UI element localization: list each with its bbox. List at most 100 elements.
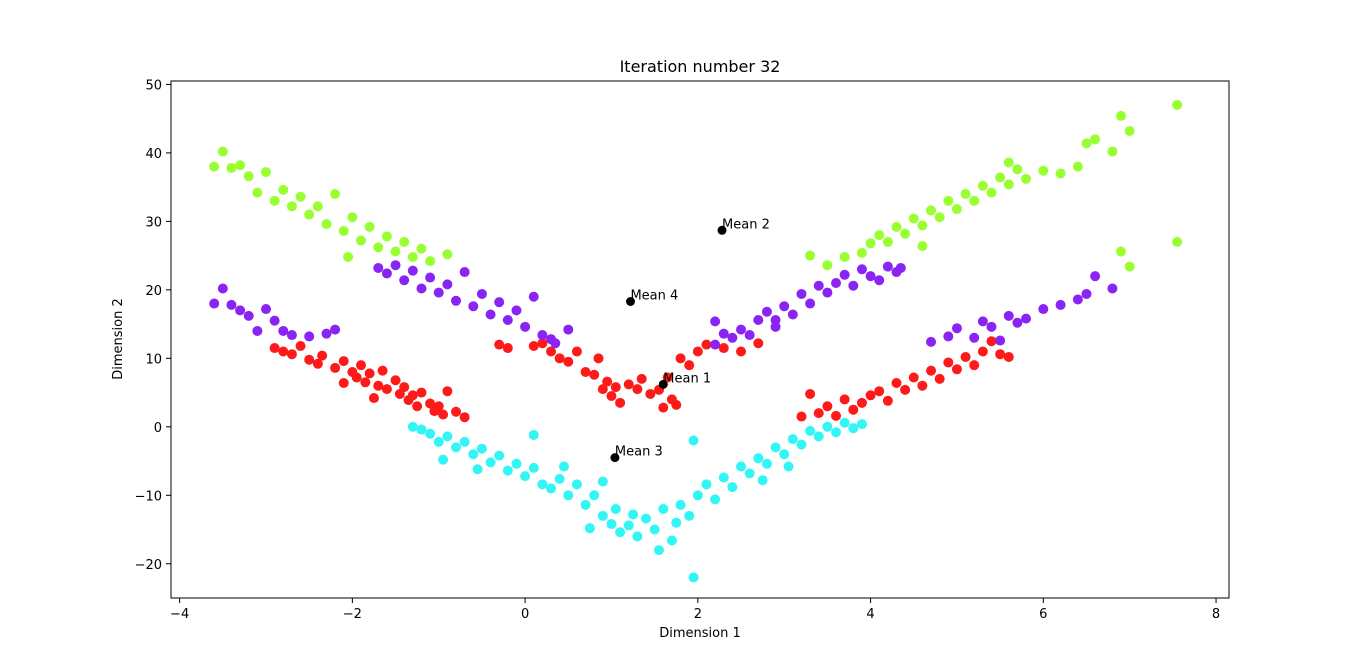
scatter-point (831, 427, 842, 438)
scatter-point (995, 335, 1006, 346)
scatter-point (736, 461, 747, 472)
scatter-point (528, 462, 539, 473)
scatter-point (926, 205, 937, 216)
scatter-point (701, 479, 712, 490)
scatter-point (839, 417, 850, 428)
scatter-point (209, 161, 220, 172)
scatter-point (330, 362, 341, 373)
scatter-point (710, 316, 721, 327)
scatter-point (805, 250, 816, 261)
scatter-point (330, 324, 341, 335)
chart-title: Iteration number 32 (620, 57, 781, 76)
scatter-point (606, 390, 617, 401)
scatter-point (662, 372, 673, 383)
scatter-point (433, 436, 444, 447)
scatter-point (977, 346, 988, 357)
scatter-point (511, 305, 522, 316)
scatter-point (856, 397, 867, 408)
scatter-point (243, 310, 254, 321)
scatter-point (688, 572, 699, 583)
scatter-point (381, 268, 392, 279)
scatter-point (442, 249, 453, 260)
scatter-point (468, 301, 479, 312)
scatter-point (269, 195, 280, 206)
x-tick-label: 2 (694, 607, 702, 622)
scatter-point (347, 212, 358, 223)
scatter-point (425, 428, 436, 439)
scatter-point (563, 490, 574, 501)
scatter-point (1172, 99, 1183, 110)
scatter-point (438, 409, 449, 420)
scatter-point (943, 195, 954, 206)
scatter-point (718, 343, 729, 354)
scatter-point (528, 430, 539, 441)
scatter-point (882, 261, 893, 272)
scatter-point (209, 298, 220, 309)
y-tick-label: 10 (145, 352, 162, 367)
scatter-point (951, 204, 962, 215)
scatter-point (908, 213, 919, 224)
scatter-point (442, 279, 453, 290)
scatter-point (416, 243, 427, 254)
scatter-point (502, 314, 513, 325)
scatter-point (1012, 317, 1023, 328)
scatter-point (684, 510, 695, 521)
scatter-point (610, 382, 621, 393)
scatter-point (269, 343, 280, 354)
scatter-point (856, 264, 867, 275)
scatter-point (459, 436, 470, 447)
scatter-point (1081, 138, 1092, 149)
scatter-point (343, 251, 354, 262)
scatter-point (321, 328, 332, 339)
scatter-point (451, 406, 462, 417)
scatter-point (831, 278, 842, 289)
mean-point (610, 453, 620, 463)
scatter-point (736, 324, 747, 335)
scatter-point (546, 483, 557, 494)
scatter-point (753, 453, 764, 464)
scatter-point (286, 349, 297, 360)
scatter-point (761, 458, 772, 469)
scatter-point (472, 464, 483, 475)
scatter-point (606, 519, 617, 530)
y-tick-label: −20 (135, 558, 162, 573)
scatter-point (597, 510, 608, 521)
scatter-point (425, 398, 436, 409)
means-layer: Mean 1 Mean 2 Mean 3 Mean 4 (610, 217, 770, 463)
x-axis-ticks: −4 −2 0 2 4 6 8 (170, 598, 1220, 622)
scatter-point (856, 247, 867, 258)
scatter-point (278, 325, 289, 336)
scatter-point (278, 346, 289, 357)
scatter-point (243, 171, 254, 182)
scatter-point (459, 412, 470, 423)
scatter-point (412, 401, 423, 412)
scatter-point (312, 358, 323, 369)
scatter-point (390, 260, 401, 271)
scatter-point (995, 172, 1006, 183)
scatter-point (261, 167, 272, 178)
scatter-point (813, 280, 824, 291)
scatter-point (848, 423, 859, 434)
scatter-point (399, 382, 410, 393)
scatter-point (485, 309, 496, 320)
scatter-point (390, 246, 401, 257)
y-tick-label: 30 (145, 215, 162, 230)
mean-point (658, 379, 668, 389)
scatter-point (874, 275, 885, 286)
scatter-point (528, 291, 539, 302)
scatter-point (278, 184, 289, 195)
scatter-point (770, 442, 781, 453)
scatter-point (597, 384, 608, 395)
scatter-point (839, 269, 850, 280)
scatter-point (1072, 161, 1083, 172)
scatter-point (1003, 351, 1014, 362)
scatter-point (558, 461, 569, 472)
scatter-point (977, 316, 988, 327)
scatter-point (1003, 157, 1014, 168)
scatter-point (848, 280, 859, 291)
scatter-point (623, 520, 634, 531)
scatter-point (900, 384, 911, 395)
scatter-point (1012, 164, 1023, 175)
scatter-point (217, 283, 228, 294)
